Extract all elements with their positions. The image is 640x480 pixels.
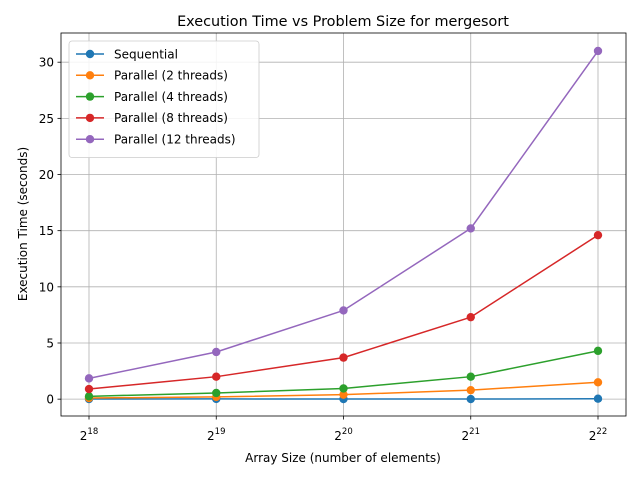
x-axis-ticks: 218 219 220 221 222 <box>80 416 607 443</box>
data-point <box>84 374 94 383</box>
y-axis-label: Execution Time (seconds) <box>16 147 30 301</box>
legend-marker <box>85 49 95 59</box>
legend-marker <box>85 92 95 101</box>
x-tick-label: 219 <box>207 427 225 443</box>
x-tick-exponent: 21 <box>469 427 480 437</box>
chart-title: Execution Time vs Problem Size for merge… <box>177 14 509 30</box>
y-tick-label: 0 <box>46 393 54 407</box>
data-point <box>593 378 603 387</box>
y-tick-label: 5 <box>46 336 54 350</box>
data-point <box>593 230 603 240</box>
data-point <box>339 306 348 315</box>
y-tick-label: 25 <box>39 112 54 126</box>
legend-marker <box>85 71 95 80</box>
x-tick-base: 2 <box>80 429 88 443</box>
x-tick-label: 220 <box>334 427 352 443</box>
data-point <box>466 224 475 233</box>
legend-box <box>68 40 260 158</box>
x-tick-base: 2 <box>207 429 215 443</box>
y-tick-label: 20 <box>39 168 54 182</box>
x-tick-exponent: 18 <box>87 427 98 437</box>
x-tick-base: 2 <box>334 429 342 443</box>
legend-label: Parallel (12 threads) <box>114 133 236 147</box>
legend-marker <box>85 113 95 123</box>
legend-label: Parallel (8 threads) <box>114 111 228 125</box>
legend-label: Parallel (4 threads) <box>114 90 228 104</box>
x-axis-label: Array Size (number of elements) <box>245 451 441 465</box>
legend-item: Sequential <box>76 47 178 61</box>
series-3 <box>84 230 603 394</box>
y-tick-label: 10 <box>39 280 54 294</box>
x-tick-base: 2 <box>589 429 597 443</box>
series-2 <box>84 346 603 401</box>
data-point <box>212 388 221 398</box>
legend: Sequential Parallel (2 threads) Parallel (… <box>68 40 260 158</box>
data-point <box>593 46 603 56</box>
data-point <box>593 346 603 356</box>
data-point <box>212 347 221 357</box>
x-tick-label: 221 <box>462 427 480 443</box>
x-tick-label: 222 <box>589 427 607 443</box>
data-point <box>339 353 348 362</box>
y-axis-ticks: 0 5 10 15 20 25 30 <box>39 56 61 407</box>
data-point <box>466 312 475 322</box>
legend-label: Sequential <box>114 47 178 61</box>
data-point <box>339 390 348 399</box>
series-layer <box>84 46 603 404</box>
x-tick-exponent: 22 <box>596 427 607 437</box>
x-tick-base: 2 <box>462 429 470 443</box>
legend-item: Parallel (2 threads) <box>76 69 228 83</box>
legend-item: Parallel (12 threads) <box>76 133 236 147</box>
x-tick-exponent: 19 <box>215 427 226 437</box>
data-point <box>84 392 94 401</box>
legend-label: Parallel (2 threads) <box>114 69 228 83</box>
legend-marker <box>85 135 95 144</box>
x-tick-label: 218 <box>80 427 98 443</box>
legend-item: Parallel (4 threads) <box>76 90 228 104</box>
data-point <box>212 372 221 381</box>
data-point <box>84 384 94 394</box>
series-4 <box>84 46 603 383</box>
data-point <box>466 372 475 381</box>
y-tick-label: 15 <box>39 224 54 238</box>
x-tick-exponent: 20 <box>342 427 353 437</box>
data-point <box>339 384 348 393</box>
legend-item: Parallel (8 threads) <box>76 111 228 125</box>
data-point <box>466 385 475 395</box>
data-point <box>466 394 475 404</box>
data-point <box>593 394 603 403</box>
y-tick-label: 30 <box>39 56 54 70</box>
